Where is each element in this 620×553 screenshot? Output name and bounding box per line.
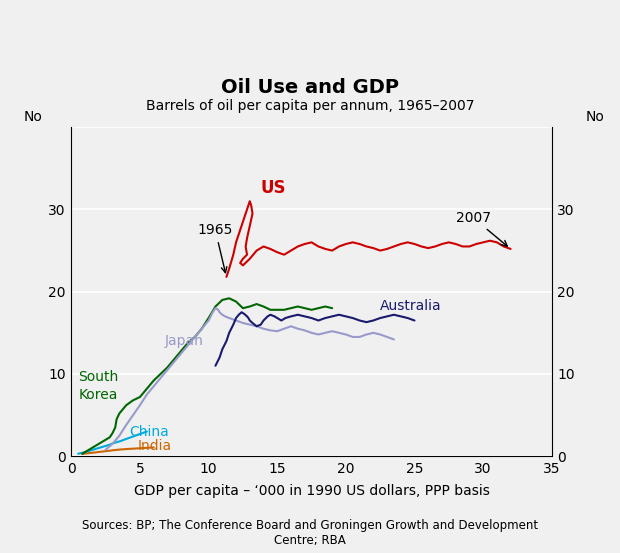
- Text: 2007: 2007: [456, 211, 507, 246]
- Text: Oil Use and GDP: Oil Use and GDP: [221, 78, 399, 97]
- Text: Australia: Australia: [380, 299, 442, 313]
- X-axis label: GDP per capita – ‘000 in 1990 US dollars, PPP basis: GDP per capita – ‘000 in 1990 US dollars…: [134, 484, 489, 498]
- Text: Japan: Japan: [165, 334, 203, 348]
- Text: Sources: BP; The Conference Board and Groningen Growth and Development
Centre; R: Sources: BP; The Conference Board and Gr…: [82, 519, 538, 547]
- Text: South
Korea: South Korea: [78, 371, 118, 401]
- Text: India: India: [137, 439, 171, 453]
- Text: 1965: 1965: [198, 223, 233, 273]
- Text: China: China: [129, 425, 169, 439]
- Text: US: US: [261, 179, 286, 197]
- Text: No: No: [585, 110, 604, 124]
- Text: Barrels of oil per capita per annum, 1965–2007: Barrels of oil per capita per annum, 196…: [146, 100, 474, 113]
- Text: No: No: [24, 110, 42, 124]
